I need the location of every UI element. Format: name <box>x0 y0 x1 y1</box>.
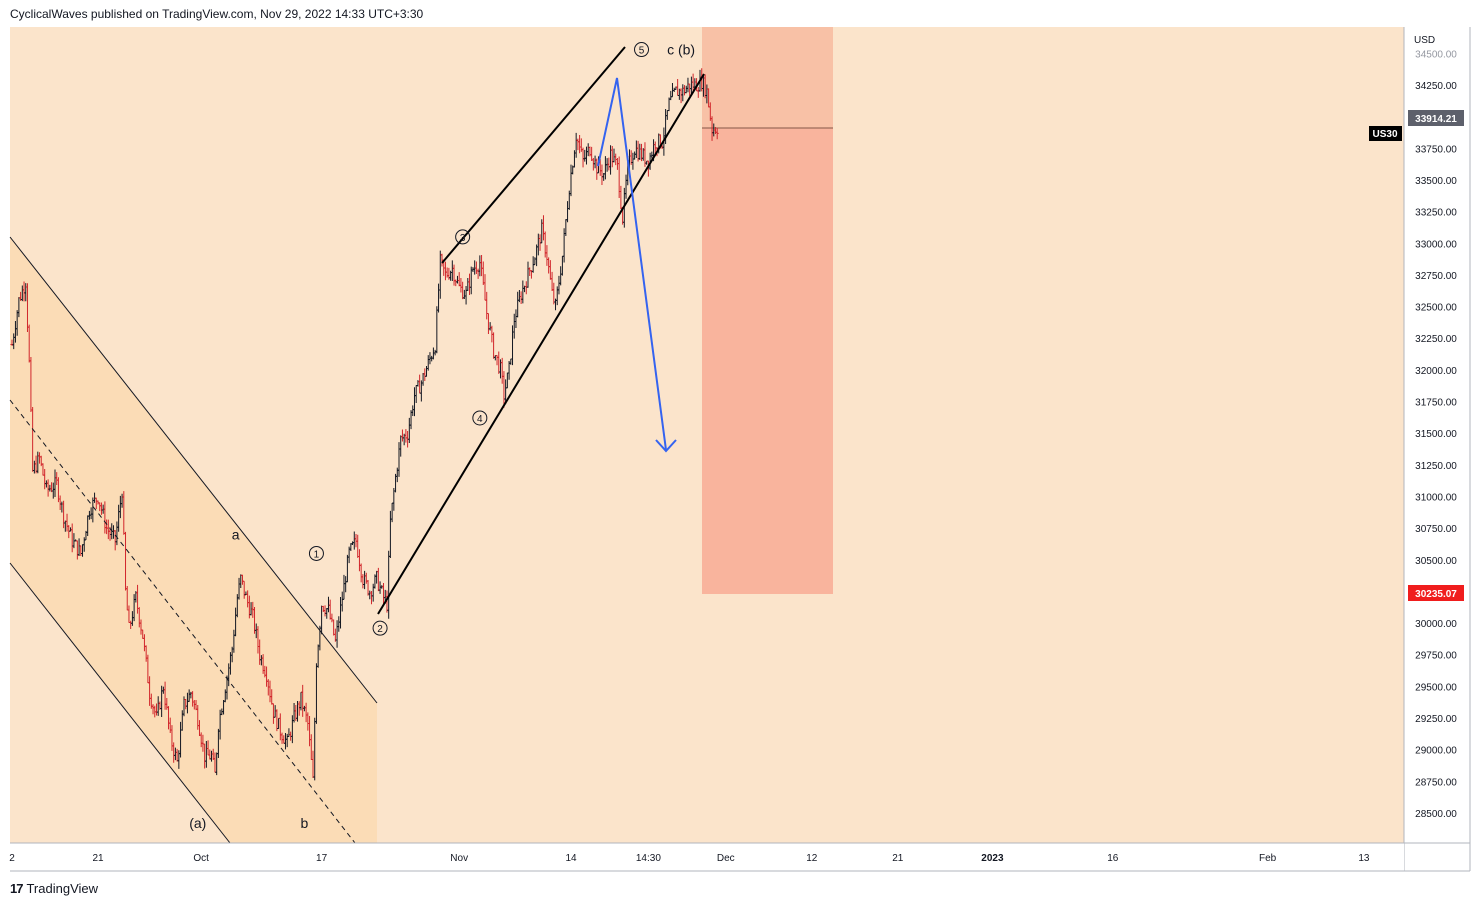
price-tick-label: 30750.00 <box>1415 524 1457 535</box>
price-tick-label: 29500.00 <box>1415 682 1457 693</box>
channel-median-line <box>9 399 356 844</box>
price-tick-label: 29750.00 <box>1415 651 1457 662</box>
price-tick-label: 33000.00 <box>1415 239 1457 250</box>
wave-label: 2 <box>377 624 383 635</box>
symbol-badge: US30 <box>1372 129 1397 140</box>
channel-lower-line <box>9 562 231 844</box>
price-tick-label: 34250.00 <box>1415 81 1457 92</box>
price-tick-label: 33750.00 <box>1415 144 1457 155</box>
time-tick-label: 14:30 <box>636 853 661 864</box>
price-tick-label: 31000.00 <box>1415 492 1457 503</box>
wave-label: 1 <box>314 549 320 560</box>
price-tick-label: 28500.00 <box>1415 809 1457 820</box>
wave-label: 5 <box>639 46 645 57</box>
price-tick-label: 30500.00 <box>1415 556 1457 567</box>
price-axis[interactable] <box>1404 27 1470 843</box>
time-tick-label: Feb <box>1259 853 1277 864</box>
time-tick-label: 2 <box>9 853 15 864</box>
time-tick-label: 21 <box>92 853 104 864</box>
wave-label: 3 <box>460 233 466 244</box>
ohlc-bar <box>715 127 719 140</box>
target-price-label: 30235.07 <box>1415 589 1457 600</box>
time-tick-label: 13 <box>1358 853 1370 864</box>
price-tick-label: 29000.00 <box>1415 746 1457 757</box>
wave-label: a <box>232 526 240 542</box>
time-tick-label: 21 <box>892 853 904 864</box>
wave-label-circle <box>472 410 488 426</box>
time-axis[interactable] <box>10 843 1404 871</box>
descending-channel-fill <box>10 237 377 843</box>
footer: 17 TradingView <box>10 881 98 896</box>
price-tick-label: 34500.00 <box>1415 49 1457 60</box>
target-price-label-bg <box>1408 585 1464 601</box>
time-tick-label: 2023 <box>981 853 1004 864</box>
forecast-arrow-path <box>597 77 667 451</box>
wedge-upper-line <box>441 46 626 264</box>
price-tick-label: 29250.00 <box>1415 714 1457 725</box>
brand-label[interactable]: TradingView <box>26 881 99 896</box>
price-tick-label: 30000.00 <box>1415 619 1457 630</box>
wave-label: (a) <box>189 815 206 831</box>
time-tick-label: Dec <box>717 853 735 864</box>
profit-target-zone <box>702 128 833 594</box>
publisher-header: CyclicalWaves published on TradingView.c… <box>10 7 424 21</box>
time-tick-label: 12 <box>806 853 818 864</box>
wave-label-circle <box>372 620 388 636</box>
price-tick-label: 31750.00 <box>1415 398 1457 409</box>
tradingview-logo-icon[interactable]: 17 <box>10 881 24 896</box>
channel-upper-line <box>9 236 378 704</box>
wave-label-circle <box>455 229 471 245</box>
price-tick-label: 33250.00 <box>1415 208 1457 219</box>
current-price-label-bg <box>1408 110 1464 126</box>
price-tick-label: 33500.00 <box>1415 176 1457 187</box>
time-tick-label: Nov <box>450 853 468 864</box>
time-tick-label: 14 <box>565 853 577 864</box>
wave-label-circle <box>308 545 324 561</box>
price-tick-label: 32000.00 <box>1415 366 1457 377</box>
time-tick-label: 16 <box>1107 853 1119 864</box>
wedge-lower-line <box>377 73 705 615</box>
wave-label: c (b) <box>667 42 695 58</box>
wave-labels: a b (a) 1 2 3 4 5 c (b) <box>189 42 695 832</box>
wave-label: 4 <box>477 414 483 425</box>
wave-label: b <box>301 815 309 831</box>
time-tick-label: Oct <box>193 853 209 864</box>
currency-label: USD <box>1414 35 1435 46</box>
symbol-badge-bg <box>1369 126 1402 141</box>
time-tick-label: 17 <box>316 853 328 864</box>
price-tick-label: 32500.00 <box>1415 303 1457 314</box>
time-axis-ticks: 2 21 Oct 17 Nov 14 14:30 Dec 12 21 2023 16 Feb 13 <box>9 853 1370 864</box>
price-tick-label: 32750.00 <box>1415 271 1457 282</box>
stop-loss-zone <box>702 27 833 128</box>
forecast-arrow-head <box>655 439 677 453</box>
price-tick-label: 28750.00 <box>1415 777 1457 788</box>
price-tick-label: 32250.00 <box>1415 334 1457 345</box>
current-price-label: 33914.21 <box>1415 114 1457 125</box>
price-tick-label: 31500.00 <box>1415 429 1457 440</box>
price-tick-label: 31250.00 <box>1415 461 1457 472</box>
wave-label-circle <box>634 42 650 58</box>
